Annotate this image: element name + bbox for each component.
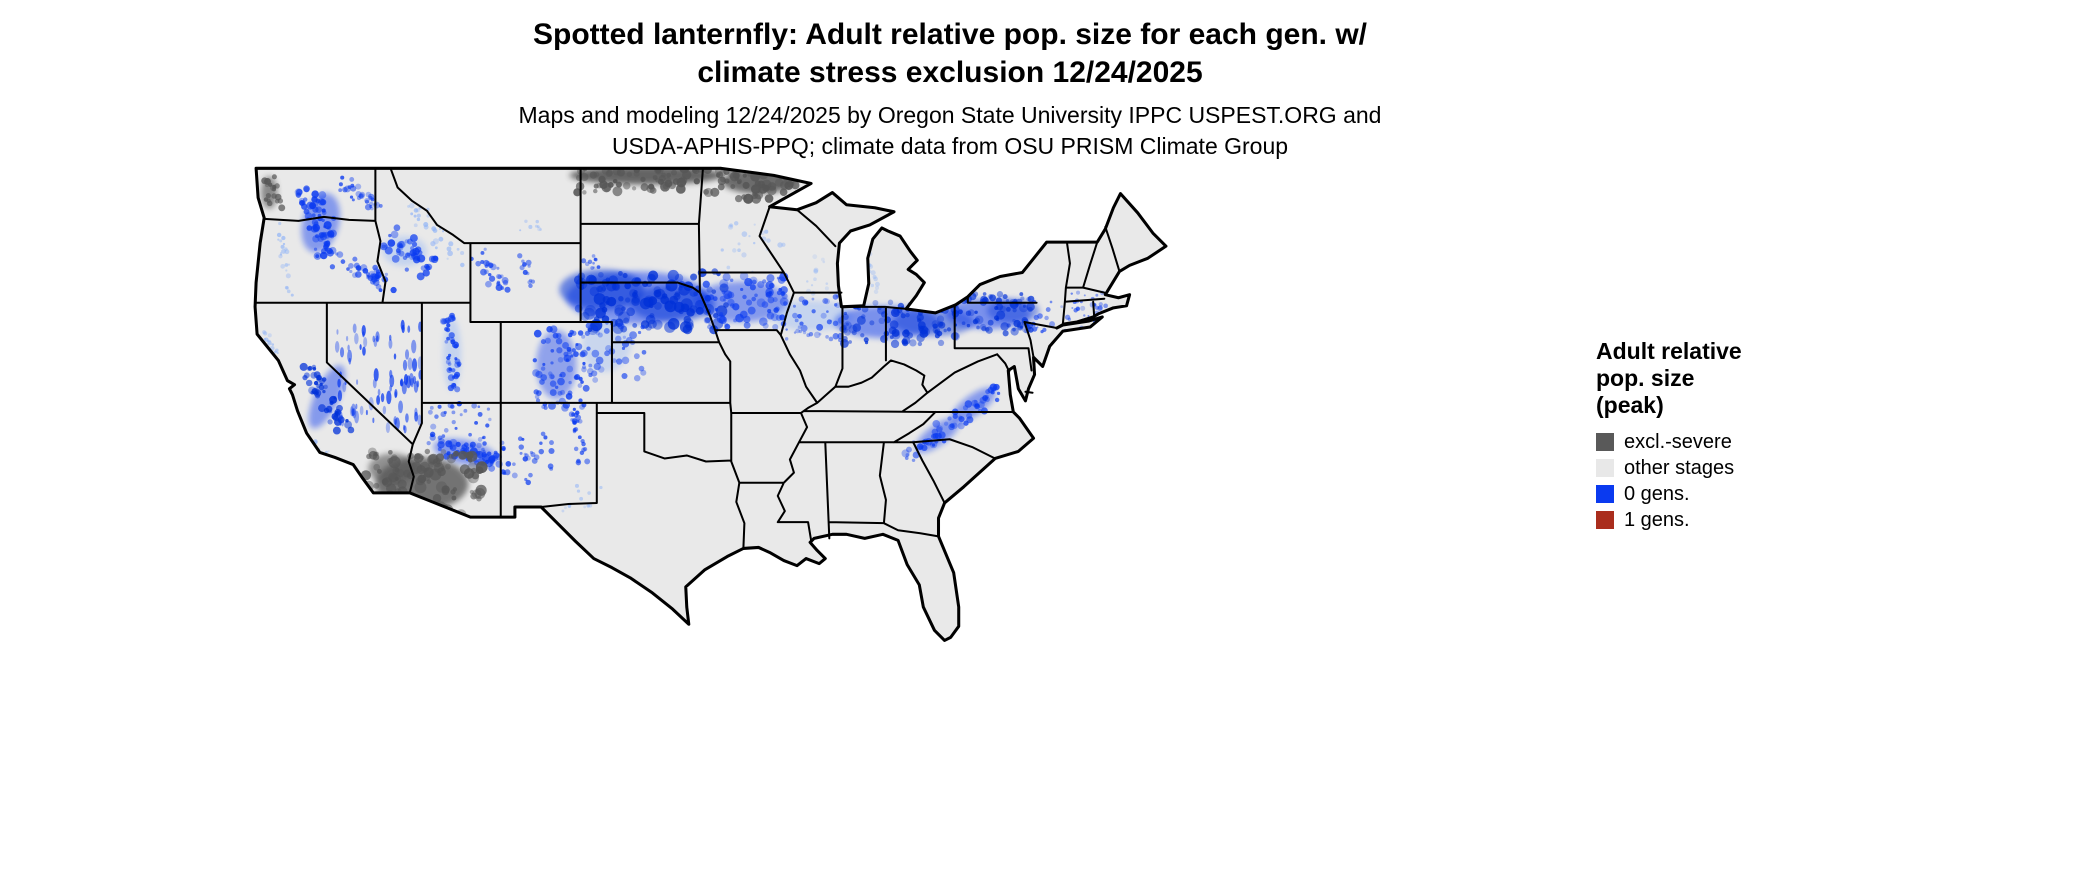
legend-swatch [1596,511,1614,529]
legend-items: excl.-severe other stages 0 gens. 1 gens. [1596,429,1836,533]
map-container [248,160,1168,670]
state-borders [255,167,1121,550]
legend-swatch [1596,459,1614,477]
legend-item-label: 1 gens. [1624,509,1690,531]
title-line-1: Spotted lanternfly: Adult relative pop. … [532,18,1367,51]
legend-title: Adult relative pop. size (peak) [1596,338,1836,419]
page-subtitle: Maps and modeling 12/24/2025 by Oregon S… [0,100,1900,162]
legend-item: other stages [1596,455,1836,481]
legend-swatch [1596,485,1614,503]
legend-item-label: other stages [1624,457,1735,479]
title-line-2: climate stress exclusion 12/24/2025 [697,56,1203,89]
population-layer [261,168,1111,523]
us-map [253,166,1168,642]
legend-title-line-1: Adult relative [1596,338,1742,364]
legend-swatch [1596,433,1614,451]
legend-title-line-2: pop. size [1596,365,1695,391]
legend-item: 0 gens. [1596,481,1836,507]
page-title: Spotted lanternfly: Adult relative pop. … [0,16,1900,92]
legend-item-label: 0 gens. [1624,483,1690,505]
legend-item: excl.-severe [1596,429,1836,455]
legend-item-label: excl.-severe [1624,431,1732,453]
legend-title-line-3: (peak) [1596,392,1664,418]
subtitle-line-2: USDA-APHIS-PPQ; climate data from OSU PR… [611,133,1289,159]
legend-item: 1 gens. [1596,507,1836,533]
legend: Adult relative pop. size (peak) excl.-se… [1596,338,1836,533]
subtitle-line-1: Maps and modeling 12/24/2025 by Oregon S… [518,102,1382,128]
